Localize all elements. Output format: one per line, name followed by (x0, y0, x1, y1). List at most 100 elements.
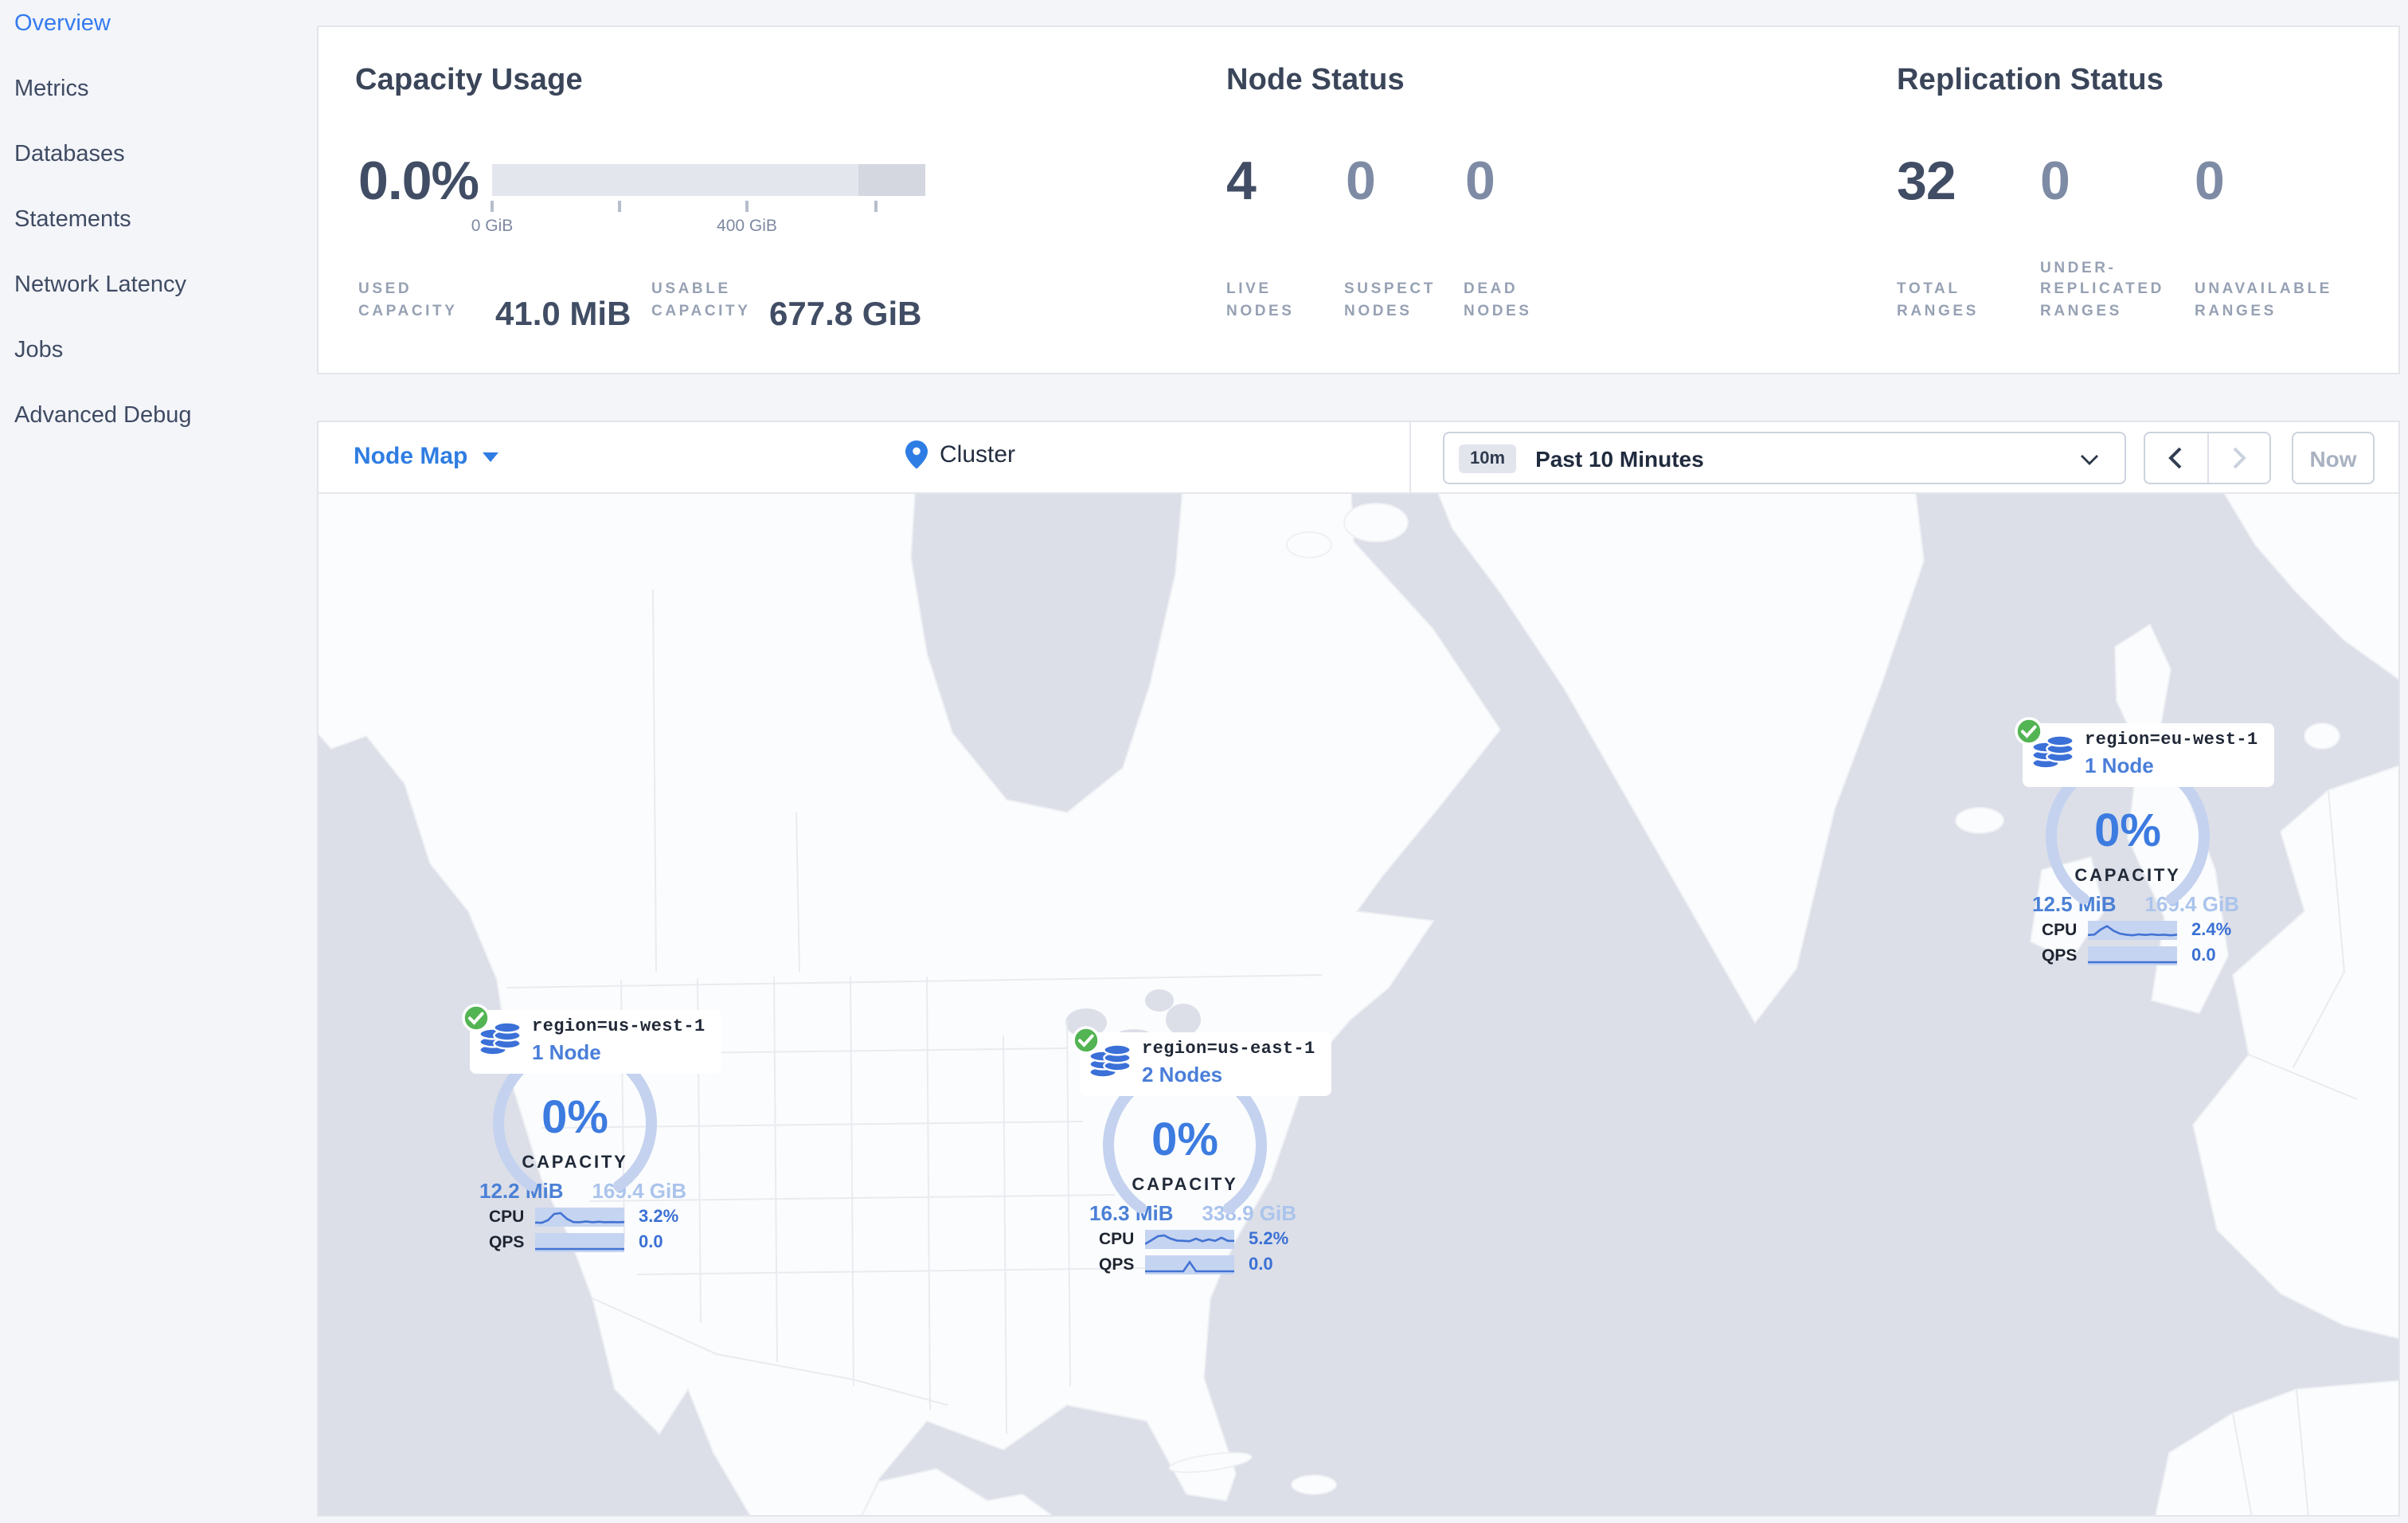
qps-label: QPS (2042, 946, 2078, 965)
healthy-check-icon (462, 1004, 491, 1032)
breadcrumb[interactable]: Cluster (905, 440, 1015, 470)
qps-value: 0.0 (1249, 1255, 1273, 1274)
toolbar-divider (1409, 422, 1411, 492)
region-capacity-percent: 0% (541, 1093, 608, 1144)
region-label-box: region=us-west-1 1 Node (470, 1010, 721, 1074)
under-replicated-ranges-count: 0 (2040, 151, 2070, 212)
cpu-value: 2.4% (2191, 921, 2232, 940)
total-ranges-count: 32 (1897, 151, 1956, 212)
under-replicated-ranges-label: UNDER-REPLICATED RANGES (2040, 259, 2164, 319)
region-label-box: region=eu-west-1 1 Node (2023, 723, 2274, 787)
dead-nodes-label: DEAD NODES (1464, 280, 1532, 319)
time-next-button[interactable] (2207, 433, 2269, 483)
chevron-left-icon (2168, 447, 2182, 469)
capacity-percent: 0.0% (358, 151, 479, 212)
database-stack-icon (2031, 734, 2074, 769)
unavailable-ranges-label: UNAVAILABLE RANGES (2195, 280, 2332, 319)
usable-capacity-label: USABLE CAPACITY (651, 280, 751, 319)
time-nav-group (2144, 432, 2271, 484)
region-capacity-percent: 0% (2094, 806, 2161, 857)
cpu-value: 5.2% (1249, 1230, 1289, 1249)
region-label-box: region=us-east-1 2 Nodes (1080, 1032, 1331, 1096)
database-stack-icon (1089, 1043, 1132, 1079)
breadcrumb-label: Cluster (940, 441, 1016, 468)
chevron-right-icon (2233, 447, 2246, 469)
cpu-label: CPU (489, 1208, 525, 1227)
region-marker-eu-west-1[interactable]: region=eu-west-1 1 Node 0% CAPACITY 12.5… (2015, 717, 2274, 978)
region-name: region=us-west-1 (532, 1018, 706, 1037)
region-capacity-caption: CAPACITY (1132, 1176, 1238, 1195)
sidebar-item-advanced-debug[interactable]: Advanced Debug (14, 403, 192, 429)
capacity-bar-tick (874, 201, 878, 212)
sidebar-item-jobs[interactable]: Jobs (14, 338, 64, 363)
region-marker-us-east-1[interactable]: region=us-east-1 2 Nodes 0% CAPACITY 16.… (1072, 1026, 1331, 1287)
region-name: region=us-east-1 (1142, 1040, 1315, 1059)
healthy-check-icon (2015, 717, 2043, 746)
cpu-label: CPU (2042, 921, 2078, 940)
time-range-badge: 10m (1459, 444, 1517, 472)
sidebar: Overview Metrics Databases Statements Ne… (0, 0, 314, 1523)
sidebar-item-statements[interactable]: Statements (14, 207, 131, 233)
database-stack-icon (479, 1021, 522, 1056)
capacity-bar-tick (491, 201, 494, 212)
now-button[interactable]: Now (2292, 432, 2375, 484)
capacity-bar-extra-segment (858, 164, 925, 196)
time-range-label: Past 10 Minutes (1535, 445, 1704, 471)
cpu-sparkline (2088, 921, 2177, 940)
region-node-count: 2 Nodes (1142, 1063, 1223, 1086)
region-total-capacity: 338.9 GiB (1202, 1201, 1296, 1225)
view-selector-dropdown[interactable]: Node Map (354, 443, 498, 470)
region-total-capacity: 169.4 GiB (592, 1179, 686, 1203)
region-capacity-caption: CAPACITY (522, 1153, 628, 1173)
sidebar-item-overview[interactable]: Overview (14, 11, 111, 37)
capacity-bar-tick-label: 0 GiB (471, 217, 514, 236)
region-marker-us-west-1[interactable]: region=us-west-1 1 Node 0% CAPACITY 12.2… (462, 1004, 721, 1265)
cpu-sparkline (535, 1208, 624, 1227)
sidebar-item-metrics[interactable]: Metrics (14, 76, 89, 102)
region-capacity-caption: CAPACITY (2074, 867, 2181, 886)
healthy-check-icon (1072, 1026, 1100, 1055)
world-map-graphic (319, 494, 2398, 1515)
sidebar-item-databases[interactable]: Databases (14, 142, 125, 167)
node-map-card: Node Map Cluster 10m Past 10 Minutes (317, 421, 2400, 1517)
capacity-bar (492, 164, 925, 196)
capacity-bar-tick (745, 201, 749, 212)
region-name: region=eu-west-1 (2085, 731, 2258, 750)
qps-sparkline (1145, 1255, 1234, 1274)
caret-down-icon (482, 452, 498, 461)
qps-label: QPS (489, 1233, 525, 1252)
suspect-nodes-count: 0 (1346, 151, 1376, 212)
view-selector-label: Node Map (354, 443, 468, 470)
live-nodes-label: LIVE NODES (1226, 280, 1295, 319)
capacity-bar-tick (618, 201, 621, 212)
qps-sparkline (2088, 946, 2177, 965)
sidebar-item-network-latency[interactable]: Network Latency (14, 272, 186, 298)
qps-label: QPS (1099, 1255, 1135, 1274)
total-ranges-label: TOTAL RANGES (1897, 280, 1979, 319)
cpu-sparkline (1145, 1230, 1234, 1249)
region-total-capacity: 169.4 GiB (2144, 892, 2239, 916)
used-capacity-label: USED CAPACITY (358, 280, 458, 319)
unavailable-ranges-count: 0 (2195, 151, 2225, 212)
node-map: region=us-west-1 1 Node 0% CAPACITY 12.2… (319, 494, 2398, 1515)
usable-capacity-value: 677.8 GiB (769, 296, 922, 333)
chevron-down-icon (2081, 455, 2098, 465)
time-range-selector[interactable]: 10m Past 10 Minutes (1443, 432, 2126, 484)
map-pin-icon (905, 440, 928, 469)
capacity-usage-title: Capacity Usage (355, 64, 583, 97)
region-capacity-percent: 0% (1151, 1115, 1218, 1166)
region-node-count: 1 Node (2085, 754, 2154, 777)
replication-status-title: Replication Status (1897, 64, 2164, 97)
cpu-label: CPU (1099, 1230, 1135, 1249)
region-node-count: 1 Node (532, 1040, 601, 1064)
qps-value: 0.0 (639, 1233, 663, 1252)
live-nodes-count: 4 (1226, 151, 1257, 212)
time-prev-button[interactable] (2145, 433, 2207, 483)
capacity-bar-tick-label: 400 GiB (717, 217, 777, 236)
map-toolbar: Node Map Cluster 10m Past 10 Minutes (319, 422, 2398, 494)
dead-nodes-count: 0 (1465, 151, 1495, 212)
node-status-title: Node Status (1226, 64, 1405, 97)
qps-sparkline (535, 1233, 624, 1252)
suspect-nodes-label: SUSPECT NODES (1344, 280, 1436, 319)
